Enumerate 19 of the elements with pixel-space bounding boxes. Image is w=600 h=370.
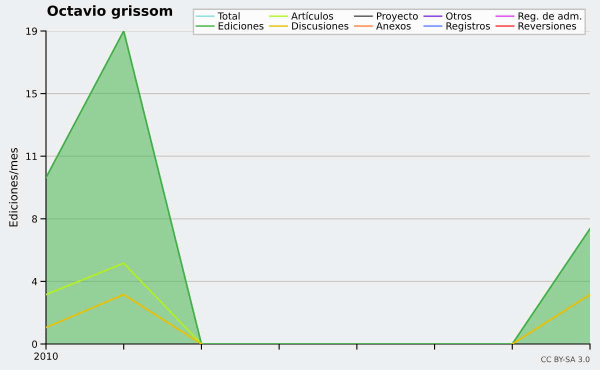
legend-label: Ediciones xyxy=(218,22,264,30)
legend-label: Proyecto xyxy=(377,12,418,22)
y-tick-label: 19 xyxy=(26,27,37,35)
legend-label: Artículos xyxy=(291,12,334,20)
y-tick-label: 8 xyxy=(32,215,37,223)
legend-label: Discusiones xyxy=(292,22,348,30)
x-tick-label: 2010 xyxy=(34,352,58,360)
chart-title: Octavio grissom xyxy=(48,5,172,19)
y-tick-label: 15 xyxy=(26,90,37,98)
legend-label: Reversiones xyxy=(518,22,576,30)
y-tick-label: 11 xyxy=(26,152,37,160)
legend-label: Total xyxy=(218,12,240,20)
y-axis-title: Ediciones/mes xyxy=(8,148,18,226)
y-tick-label: 0 xyxy=(32,340,38,348)
legend-label: Registros xyxy=(446,22,490,32)
legend-label: Otros xyxy=(446,12,472,20)
y-tick-label: 4 xyxy=(32,278,38,286)
legend-label: Reg. de adm. xyxy=(518,12,582,22)
legend-label: Anexos xyxy=(376,22,411,30)
